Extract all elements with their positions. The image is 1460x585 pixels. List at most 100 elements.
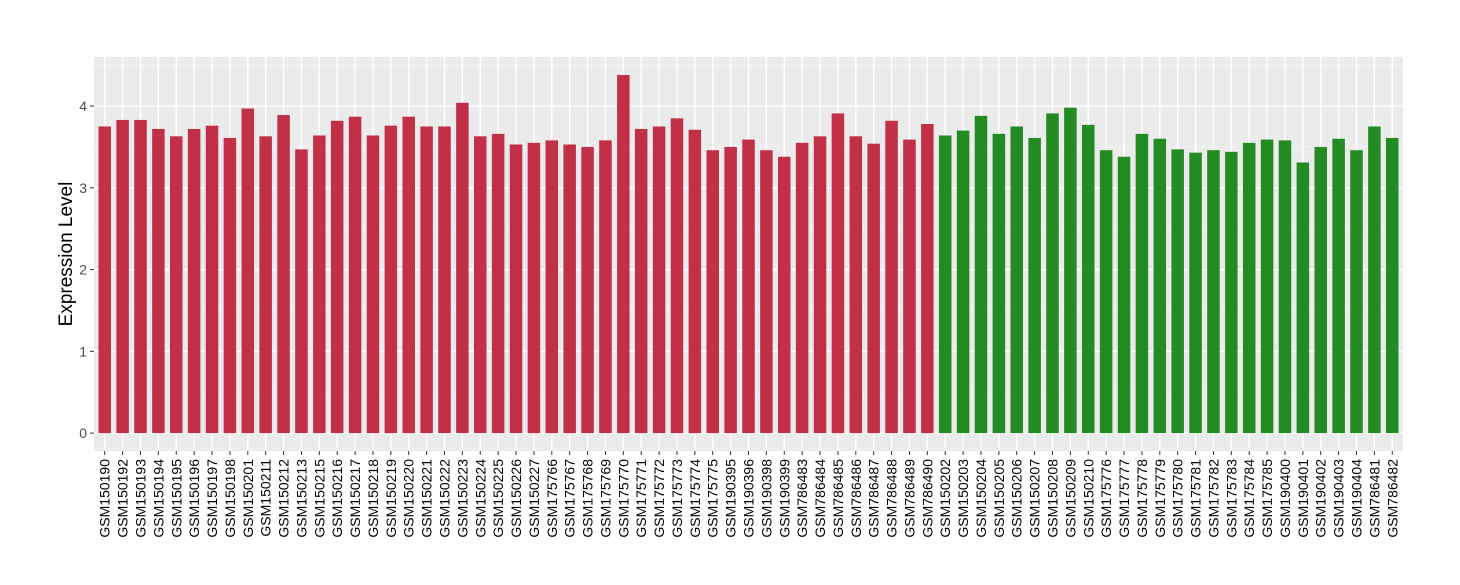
x-tick-label: GSM150205 — [991, 459, 1007, 538]
bar-GSM150203 — [956, 130, 970, 434]
x-tick-label: GSM190403 — [1331, 459, 1347, 538]
x-tick-label: GSM150218 — [365, 459, 381, 538]
bar-GSM150217 — [348, 116, 362, 434]
x-tick-label: GSM786483 — [794, 459, 810, 538]
bar-GSM175777 — [1117, 156, 1131, 434]
x-tick-label: GSM150202 — [937, 459, 953, 538]
bar-GSM175774 — [688, 129, 702, 434]
bar-GSM190400 — [1278, 140, 1292, 434]
x-tick-label: GSM150209 — [1062, 459, 1078, 538]
bar-GSM150206 — [1010, 126, 1023, 434]
y-tick-label: 0 — [79, 425, 87, 441]
x-tick-label: GSM175768 — [580, 459, 596, 538]
bar-GSM150193 — [134, 119, 147, 434]
x-tick-label: GSM175769 — [597, 459, 613, 538]
x-tick-label: GSM150201 — [240, 459, 256, 538]
x-tick-label: GSM150212 — [276, 459, 292, 538]
x-tick-label: GSM175778 — [1134, 459, 1150, 538]
x-tick-label: GSM175767 — [562, 459, 578, 538]
x-tick-label: GSM190395 — [723, 459, 739, 538]
x-tick-label: GSM175776 — [1098, 459, 1114, 538]
y-tick-label: 2 — [79, 262, 87, 278]
x-tick-label: GSM786488 — [884, 459, 900, 538]
bar-GSM150219 — [384, 125, 398, 434]
x-tick-label: GSM190399 — [776, 459, 792, 538]
x-tick-label: GSM150226 — [508, 459, 524, 538]
x-tick-label: GSM190401 — [1295, 459, 1311, 538]
x-tick-label: GSM175785 — [1259, 459, 1275, 538]
bar-GSM175782 — [1207, 150, 1220, 434]
bar-GSM175776 — [1099, 150, 1113, 434]
x-tick-label: GSM175782 — [1205, 459, 1221, 538]
x-tick-label: GSM190400 — [1277, 459, 1293, 538]
bar-GSM150208 — [1046, 113, 1059, 434]
x-tick-label: GSM175781 — [1188, 459, 1204, 538]
x-tick-label: GSM150194 — [150, 459, 166, 538]
bar-GSM150216 — [330, 120, 344, 434]
bar-GSM150204 — [974, 115, 988, 434]
x-tick-label: GSM150206 — [1009, 459, 1025, 538]
bar-GSM150226 — [509, 144, 523, 434]
bar-GSM150227 — [527, 142, 541, 434]
bar-GSM150207 — [1028, 137, 1041, 434]
bar-GSM190404 — [1350, 150, 1363, 434]
x-tick-label: GSM175770 — [615, 459, 631, 538]
bar-GSM175778 — [1135, 133, 1149, 434]
bar-GSM175783 — [1225, 151, 1238, 434]
x-tick-label: GSM150216 — [329, 459, 345, 538]
bar-GSM175773 — [670, 118, 684, 434]
x-tick-label: GSM150227 — [526, 459, 542, 538]
bar-GSM190401 — [1296, 162, 1310, 434]
x-tick-label: GSM190402 — [1313, 459, 1329, 538]
bar-GSM175767 — [563, 144, 576, 434]
x-tick-label: GSM150223 — [454, 459, 470, 538]
x-tick-label: GSM175771 — [633, 459, 649, 538]
x-tick-label: GSM150198 — [222, 459, 238, 538]
bar-GSM786483 — [795, 142, 809, 434]
x-tick-label: GSM786485 — [830, 459, 846, 538]
x-tick-label: GSM190404 — [1349, 459, 1365, 538]
x-tick-label: GSM786487 — [866, 459, 882, 538]
x-tick-label: GSM150220 — [401, 459, 417, 538]
x-tick-label: GSM175784 — [1241, 459, 1257, 538]
x-tick-label: GSM150225 — [490, 459, 506, 538]
bars — [98, 74, 1399, 434]
bar-GSM786486 — [849, 136, 863, 434]
x-tick-label: GSM150192 — [115, 459, 131, 538]
bar-GSM150196 — [187, 128, 201, 434]
bar-GSM150223 — [456, 102, 469, 434]
y-axis-title: Expression Level — [56, 182, 77, 327]
bar-GSM150198 — [223, 137, 237, 434]
bar-GSM150220 — [402, 116, 415, 434]
x-tick-label: GSM786489 — [901, 459, 917, 538]
bar-GSM190395 — [724, 146, 737, 434]
bar-GSM175766 — [545, 140, 559, 434]
bar-GSM150221 — [420, 126, 433, 434]
x-tick-label: GSM150190 — [97, 459, 113, 538]
bar-GSM786482 — [1386, 137, 1399, 434]
x-tick-label: GSM175772 — [651, 459, 667, 538]
y-tick-label: 1 — [79, 343, 87, 359]
x-tick-label: GSM175773 — [669, 459, 685, 538]
bar-GSM786489 — [903, 139, 916, 434]
bar-GSM150190 — [98, 126, 111, 434]
x-tick-label: GSM150204 — [973, 459, 989, 538]
x-tick-label: GSM150221 — [419, 459, 435, 538]
x-tick-label: GSM150210 — [1080, 459, 1096, 538]
bar-GSM150218 — [366, 135, 380, 434]
x-tick-label: GSM150211 — [258, 459, 274, 537]
x-tick-label: GSM786484 — [812, 459, 828, 538]
bar-GSM190399 — [778, 156, 791, 434]
x-tick-label: GSM150219 — [383, 459, 399, 538]
bar-GSM175770 — [617, 74, 630, 434]
x-tick-label: GSM150207 — [1027, 459, 1043, 538]
x-tick-label: GSM175783 — [1223, 459, 1239, 538]
x-tick-label: GSM175766 — [544, 459, 560, 538]
bar-GSM175775 — [706, 150, 719, 434]
x-tick-label: GSM150196 — [186, 459, 202, 538]
y-axis: 0 1 2 3 4 — [79, 98, 94, 441]
bar-GSM150211 — [259, 136, 272, 434]
bar-GSM150209 — [1064, 107, 1077, 434]
bar-GSM150205 — [992, 133, 1006, 434]
